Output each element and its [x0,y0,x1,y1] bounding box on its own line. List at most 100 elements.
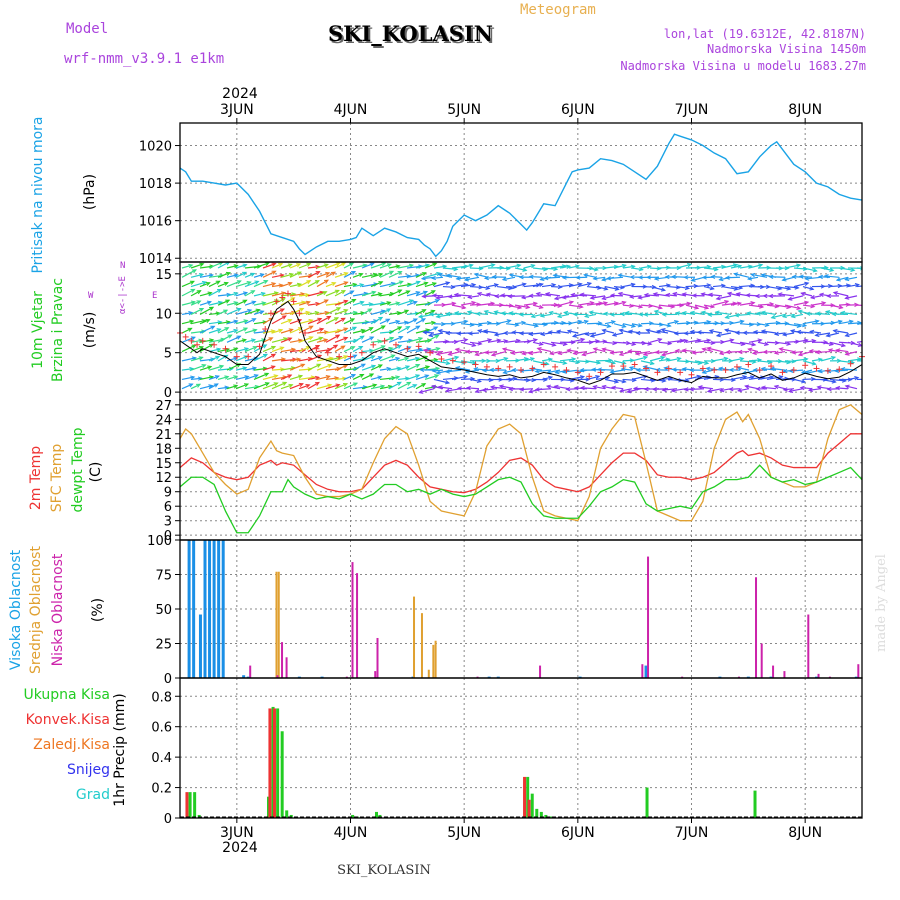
wind-arrow [271,308,285,315]
wind-arrowhead [359,283,365,288]
wind-arrow [801,369,813,374]
wind-arrowhead [223,281,229,286]
wind-arrow [532,341,543,346]
wind-arrow [334,383,348,390]
wind-arrowhead [589,266,595,271]
wind-arrow [824,275,840,278]
wind-arrowhead [768,274,774,280]
wind-arrow [217,262,230,269]
wind-arrow [397,381,411,390]
wind-arrowhead [465,385,471,391]
wind-arrow [712,284,725,288]
wind-arrow [415,291,428,297]
footer-station: SKI_KOLASIN [337,863,431,878]
wind-arrow [802,340,816,343]
wind-arrowhead [660,328,666,333]
wind-arrowhead [660,352,667,357]
wind-arrowhead [642,351,648,357]
wind-arrow [451,338,468,343]
wind-arrow [199,274,213,278]
wind-arrowhead [589,295,595,300]
wind-arrow [774,350,786,354]
wind-arrow [799,275,813,278]
wind-arrow [676,285,689,290]
wind-arrow [514,358,529,362]
wind-arrow [208,262,223,269]
wind-arrowhead [581,351,587,357]
wind-arrow [199,319,210,325]
wind-arrowhead [190,300,196,305]
wind-arrow [226,375,238,381]
wind-arrowhead [233,319,239,324]
wind-arrowhead [575,359,581,365]
wind-arrow [307,291,324,297]
wind-arrow [307,311,319,316]
precip-total-bar [526,776,530,818]
wind-arrowhead [353,382,359,387]
wind-arrowhead [341,262,347,267]
wind-arrowhead [781,313,787,319]
wind-arrowhead [467,294,473,300]
wind-arrowhead [561,295,567,300]
wind-arrowhead [296,271,302,276]
wind-arrow [590,332,606,337]
wind-arrowhead [547,375,554,380]
wind-arrowhead [814,319,820,324]
wind-arrowhead [649,360,655,366]
wind-arrow [271,368,284,371]
wind-arrow [532,283,543,288]
wind-arrowhead [189,280,195,285]
wind-arrow [550,265,566,269]
wind-arrowhead [696,374,702,380]
wind-arrowhead [850,267,856,272]
wind-arrowhead [739,319,745,324]
wind-arrow [685,339,701,343]
wind-arrow [649,338,662,343]
precip-total-bar [535,808,539,818]
wind-arrowhead [674,348,680,354]
wind-arrow [845,332,858,337]
wind-arrow [460,341,476,347]
wind-arrow [541,376,553,381]
wind-arrow [307,280,320,288]
wind-arrow [856,304,862,306]
wind-arrow [334,364,348,371]
wind-arrowhead [380,384,386,389]
wind-arrow [685,321,698,325]
wind-arrowhead [207,365,213,370]
wind-arrow [613,378,626,383]
wind-arrowhead [831,379,837,384]
wind-arrow [442,356,459,362]
wind-arrowhead [377,375,383,380]
wind-arrowhead [536,347,542,352]
wind-arrow [793,339,808,343]
wind-arrow [577,320,589,325]
wind-arrowhead [611,332,617,337]
wind-arrow [262,337,273,343]
wind-arrowhead [454,347,460,352]
wind-arrowhead [418,336,424,342]
wind-arrow [298,376,315,381]
wind-arrowhead [427,332,434,338]
wind-arrowhead [538,341,544,346]
wind-arrowhead [319,327,325,332]
wind-arrowhead [233,328,239,334]
cloud-mid-bar [277,571,280,678]
temperature-panel: 2m Temp SFC Temp dewpt Temp (C) [28,404,863,534]
wind-arrowhead [463,374,469,380]
wind-arrow [761,330,777,334]
wind-arrow [499,385,516,390]
precip-total-bar [530,793,534,818]
wind-arrow [406,357,420,362]
wind-arrow [226,301,238,306]
wind-arrowhead [278,263,284,268]
wind-arrow [244,346,257,353]
wind-arrow [307,337,323,343]
wind-arrow [553,274,570,278]
wind-arrowhead [205,281,211,287]
wind-arrowhead [205,319,211,324]
cloud-high-bar [198,614,202,678]
year-top: 2024 [222,86,258,102]
wind-arrowhead [601,295,607,301]
